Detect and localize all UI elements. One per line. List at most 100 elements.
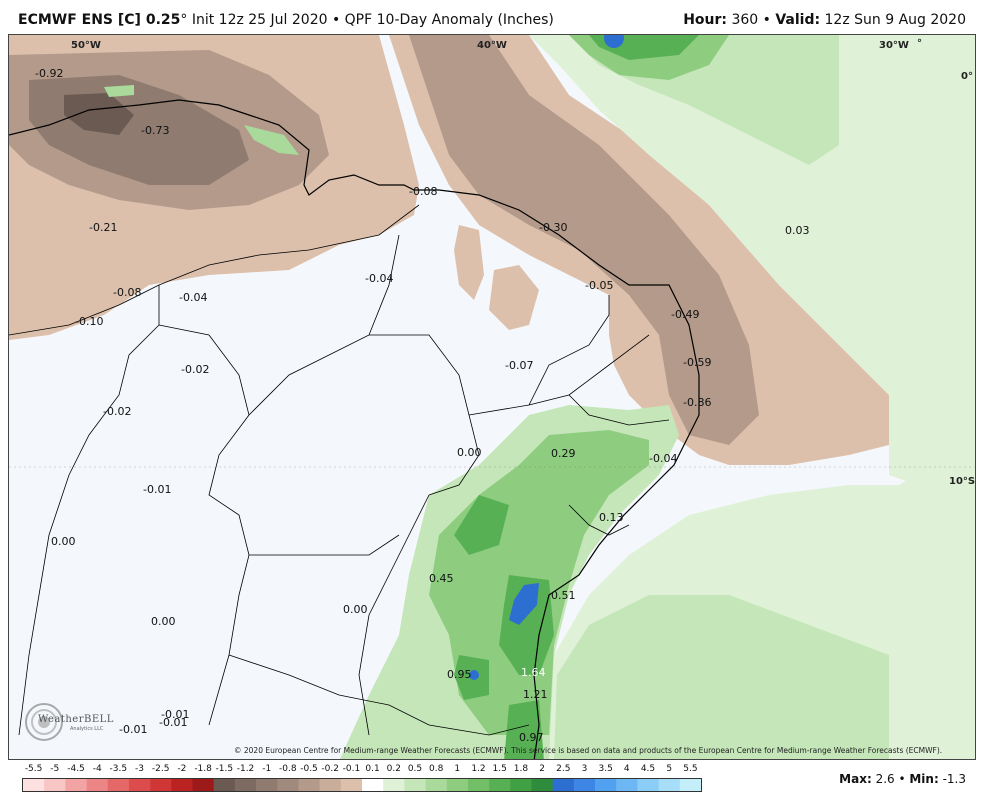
wet-region-south-3 [454,495,509,555]
value-label: -0.92 [35,67,63,80]
colorbar-tick-label: 4.5 [640,764,656,774]
colorbar-segment [277,779,299,791]
weatherbell-logo-icon [25,703,63,741]
lon-label-degree: ° [917,38,922,49]
colorbar-tick-label: -1 [262,764,272,774]
wet-peak-north [604,35,624,48]
colorbar-segment [383,779,405,791]
colorbar-tick-label: 0.5 [407,764,423,774]
max-label: Max: [839,772,872,786]
colorbar-segment [637,779,659,791]
value-label: -0.30 [539,221,567,234]
value-label: -0.59 [683,356,711,369]
colorbar-segment [23,779,45,791]
colorbar-tick-label: -0.5 [300,764,318,774]
colorbar-tick-label: 2.5 [556,764,571,774]
map-canvas: 50°W 40°W 30°W ° 0° 10°S -0.92 -0.73 -0.… [9,35,975,759]
colorbar-segment [150,779,172,791]
lon-label-30w: 30°W [879,40,909,51]
wet-region-northwest-small [104,85,134,97]
value-label: 0.45 [429,572,454,585]
value-label: -0.04 [179,291,207,304]
lon-label-40w: 40°W [477,40,507,51]
value-label: 1.21 [523,688,548,701]
value-label: -0.21 [89,221,117,234]
value-label: -0.01 [143,483,171,496]
dry-region-inland-patch [454,225,484,300]
colorbar-segment [256,779,278,791]
dry-region-northwest-deepest [64,93,134,135]
value-label: 0.29 [551,447,576,460]
colorbar-tick-label: 2 [539,764,545,774]
colorbar-segment [128,779,151,791]
colorbar-segment [44,779,66,791]
degree-symbol: ° [180,12,188,28]
hour-label: Hour: [683,12,727,28]
colorbar-tick-label: -1.8 [194,764,212,774]
colorbar-tick-label: 3.5 [598,764,613,774]
value-label: -0.01 [119,723,147,736]
colorbar-segment [171,779,193,791]
colorbar-tick-label: 0.2 [386,764,401,774]
colorbar-segment [213,779,236,791]
colorbar-tick-label: 1.8 [513,764,529,774]
value-label: 0.95 [447,668,472,681]
model-name: ECMWF ENS [C] 0.25 [18,12,181,28]
copyright-notice: © 2020 European Centre for Medium-range … [234,746,943,755]
value-label: -0.01 [159,716,187,729]
colorbar-tick-label: 4 [623,764,630,774]
colorbar-tick-label: 1.5 [492,764,507,774]
wet-region-south-4 [499,575,554,675]
colorbar-tick-label: -4.5 [67,764,85,774]
colorbar-tick-label: 3 [581,764,588,774]
colorbar-segment [595,779,617,791]
anomaly-map[interactable]: 50°W 40°W 30°W ° 0° 10°S -0.92 -0.73 -0.… [8,34,976,760]
lat-label-10s: 10°S [949,476,975,487]
wet-region-northwest-small-2 [244,125,299,155]
colorbar-tick-label: 1.2 [471,764,486,774]
map-title: ECMWF ENS [C] 0.25° Init 12z 25 Jul 2020… [18,12,554,28]
max-min-summary: Max: 2.6 • Min: -1.3 [839,772,966,786]
colorbar-segment [234,779,257,791]
colorbar-tick-label: -3.5 [109,764,128,774]
value-label: 0.51 [551,589,576,602]
dry-region-inland-patch-2 [489,265,539,330]
colorbar-border [22,778,702,792]
wet-peak-south [469,670,479,680]
value-label: -0.08 [113,286,141,299]
colorbar-segment [658,779,681,791]
value-label: -0.05 [585,279,613,292]
valid-value: 12z Sun 9 Aug 2020 [820,12,966,28]
value-label: 1.64 [521,666,546,679]
colorbar-tick-label: -0.2 [321,764,339,774]
colorbar-segment [446,779,469,791]
colorbar-segment [467,779,490,791]
value-label: 0.00 [343,603,368,616]
colorbar-tick-label: -4 [92,764,102,774]
logo-text: WeatherBELL [38,714,114,725]
lat-label-0: 0° [961,71,973,82]
colorbar-segment [340,779,363,791]
value-label: -0.01 [161,708,189,721]
wet-region-northeast [529,35,975,505]
value-label: -0.04 [649,452,677,465]
colorbar-segment [531,779,553,791]
colorbar-segment [679,779,702,791]
value-label: 0.03 [785,224,810,237]
colorbar-segment [425,779,448,791]
colorbar-tick-label: 5.5 [683,764,698,774]
colorbar-segment [362,779,384,791]
colorbar-tick-label: 1 [454,764,461,774]
coastline [9,99,700,759]
colorbar-segment [573,779,596,791]
colorbar-segment [552,779,575,791]
colorbar-tick-label: -2.5 [151,764,170,774]
colorbar-tick-label: -0.1 [342,764,361,774]
value-label: 0.00 [51,535,76,548]
colorbar-segment [489,779,511,791]
colorbar-tick-label: -0.8 [279,764,297,774]
max-value: 2.6 • [871,772,910,786]
colorbar-tick-label: -1.2 [236,764,255,774]
value-label: -0.07 [505,359,533,372]
colorbar-tick-label: -5 [50,764,60,774]
